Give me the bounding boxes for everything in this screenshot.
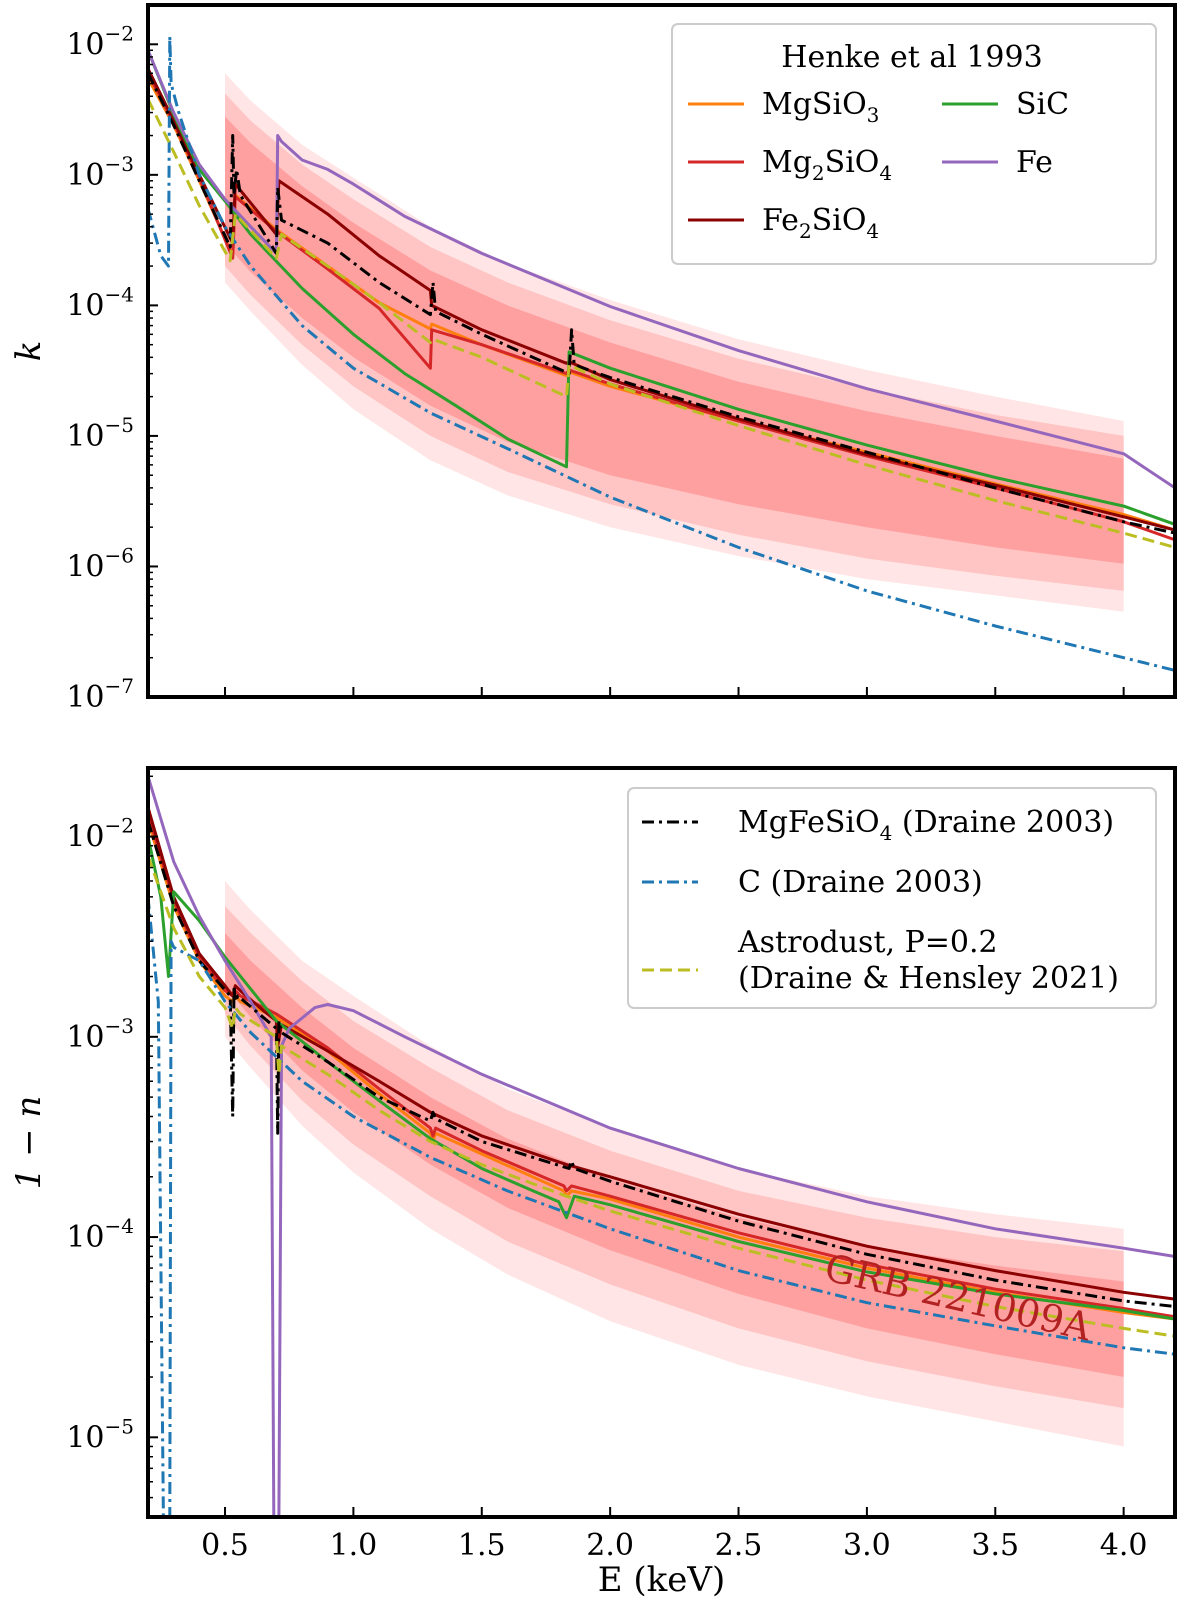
series-line-astrodust-p-0-2-draine-hensley-2021 bbox=[148, 98, 1175, 549]
y-axis-label: k bbox=[9, 341, 49, 362]
x-tick-label: 1.0 bbox=[330, 1528, 378, 1563]
legend-label: Fe2SiO4 bbox=[762, 203, 879, 243]
y-tick-label: 10−5 bbox=[66, 1414, 134, 1455]
plot-area bbox=[148, 34, 1175, 672]
legend-label-line2: (Draine & Hensley 2021) bbox=[738, 961, 1119, 996]
band-mid-grb-221009a bbox=[225, 906, 1124, 1409]
series-line-c-draine-2003 bbox=[148, 34, 1175, 672]
legend-label: SiC bbox=[1016, 87, 1069, 122]
legend-label: C (Draine 2003) bbox=[738, 865, 983, 900]
series-line-fe2sio4 bbox=[148, 806, 1175, 1301]
band-outer-grb-221009a bbox=[225, 73, 1124, 612]
legend: Henke et al 1993 MgSiO3 SiC Mg2SiO4 Fe Fe2SiO… bbox=[671, 23, 1157, 265]
bottom-panel: 10−5 10−4 10−3 10−2 1 − n 0.5 1.0 1.5 2.0 2.5 3.0 3… bbox=[9, 766, 1177, 1597]
y-tick-label: 10−2 bbox=[66, 814, 134, 855]
band-inner-grb-221009a bbox=[225, 933, 1124, 1377]
legend-label: MgSiO3 bbox=[762, 87, 879, 127]
y-tick-label: 10−3 bbox=[66, 1014, 134, 1055]
series-line-mgfesio4-draine-2003 bbox=[148, 72, 1175, 535]
series-line-c-draine-2003 bbox=[148, 896, 1175, 1517]
axes-frame bbox=[146, 766, 1177, 1519]
series-line-mgfesio4-draine-2003 bbox=[148, 820, 1175, 1308]
x-tick-label: 3.5 bbox=[971, 1528, 1019, 1563]
x-tick-label: 3.0 bbox=[843, 1528, 891, 1563]
series-line-mg2sio4 bbox=[148, 72, 1175, 542]
y-tick-label: 10−4 bbox=[66, 1214, 134, 1255]
x-tick-label: 0.5 bbox=[201, 1528, 249, 1563]
series-line-astrodust-p-0-2-draine-hensley-2021 bbox=[148, 855, 1175, 1338]
top-panel: 10−7 10−6 10−5 10−4 10−3 10−2 k Henke et al 199… bbox=[9, 3, 1177, 715]
legend-label: Astrodust, P=0.2 bbox=[737, 925, 998, 960]
y-tick-label: 10−6 bbox=[66, 543, 134, 584]
plot-area bbox=[148, 775, 1175, 1517]
x-tick-label: 2.0 bbox=[586, 1528, 634, 1563]
x-tick-label: 1.5 bbox=[458, 1528, 506, 1563]
legend-box bbox=[671, 23, 1157, 265]
band-mid-grb-221009a bbox=[225, 93, 1124, 591]
legend-label: Fe bbox=[1016, 145, 1053, 180]
x-tick-label: 2.5 bbox=[715, 1528, 763, 1563]
series-line-fe bbox=[148, 775, 1175, 1517]
y-axis-label: 1 − n bbox=[9, 1096, 49, 1190]
x-axis-label: E (keV) bbox=[598, 1560, 725, 1597]
y-tick-label: 10−7 bbox=[66, 674, 134, 715]
series-line-fe bbox=[148, 49, 1175, 490]
y-tick-label: 10−4 bbox=[66, 282, 134, 323]
y-tick-label: 10−3 bbox=[66, 152, 134, 193]
legend-label: Mg2SiO4 bbox=[762, 145, 892, 185]
y-tick-label: 10−2 bbox=[66, 21, 134, 62]
x-tick-label: 4.0 bbox=[1100, 1528, 1148, 1563]
legend: MgFeSiO4 (Draine 2003) C (Draine 2003) Ast… bbox=[627, 787, 1157, 1009]
legend-title: Henke et al 1993 bbox=[781, 40, 1042, 75]
axes-frame bbox=[146, 3, 1177, 699]
series-line-sic bbox=[148, 836, 1175, 1321]
legend-box bbox=[627, 787, 1157, 1009]
y-tick-label: 10−5 bbox=[66, 413, 134, 454]
legend-label: MgFeSiO4 (Draine 2003) bbox=[738, 805, 1114, 845]
band-outer-grb-221009a bbox=[225, 881, 1124, 1447]
